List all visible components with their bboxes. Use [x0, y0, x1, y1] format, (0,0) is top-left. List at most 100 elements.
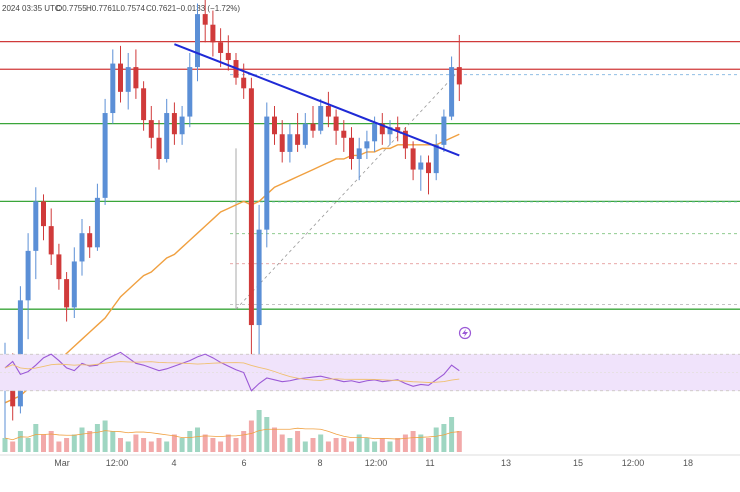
candle [171, 102, 177, 145]
candle-body [71, 261, 77, 308]
volume-bar [25, 438, 31, 452]
candle-body [349, 137, 354, 159]
candle-body [333, 116, 339, 131]
volume-bar [433, 427, 439, 452]
volume-bar [372, 441, 378, 452]
candle [456, 34, 462, 102]
candle-body [225, 52, 231, 61]
x-tick-label: 11 [425, 458, 434, 468]
candle [110, 49, 116, 124]
volume-bar [41, 434, 46, 452]
rsi-ma-line [4, 361, 460, 383]
header-change: −0.0133 (−1.72%) [176, 4, 240, 13]
volume-bar [156, 438, 162, 452]
candle-body [372, 123, 378, 142]
candle [141, 81, 147, 131]
x-tick-label: 15 [573, 458, 583, 468]
candle-body [195, 14, 200, 68]
bearish-trend-line[interactable] [174, 43, 460, 157]
x-tick-label: 8 [317, 458, 322, 468]
candle-body [379, 123, 385, 135]
volume-bar [325, 441, 331, 452]
candle-body [218, 42, 224, 53]
candle-body [279, 134, 285, 152]
candle-body [64, 279, 70, 308]
volume-bar [187, 431, 193, 452]
volume-bar [171, 434, 177, 452]
candle-body [302, 123, 308, 145]
volume-bar [456, 431, 462, 452]
candle [87, 226, 93, 258]
candle-body [118, 63, 123, 92]
volume-bar [233, 438, 239, 452]
x-tick-label: 18 [683, 458, 693, 468]
candle [387, 120, 393, 145]
volume-bar [418, 434, 424, 452]
ohlc-header: 2024 03:35 UTC O0.7755 H0.7761 L0.7574 C… [2, 4, 240, 13]
candle-body [33, 201, 39, 251]
volume-bar [395, 438, 401, 452]
candle [125, 52, 131, 110]
volume-bar [33, 424, 39, 452]
header-close: C0.7621 [146, 4, 177, 13]
candle-body [87, 233, 93, 248]
ema-line [4, 133, 460, 404]
candle-body [387, 127, 393, 135]
candle-body [318, 105, 324, 131]
volume-bar [210, 438, 216, 452]
candle-body [171, 113, 177, 135]
candle-body [287, 134, 293, 152]
volume-bar [125, 441, 131, 452]
candle [210, 10, 216, 57]
header-prefix: 2024 03:35 UTC [2, 4, 61, 13]
candle [426, 155, 431, 195]
candle-body [449, 67, 455, 117]
candle-body [248, 88, 254, 326]
volume-bar [310, 438, 316, 452]
volume-bar [241, 431, 247, 452]
candle-body [141, 88, 147, 121]
candle-body [25, 250, 31, 301]
volume-bar [379, 438, 385, 452]
volume-bar [71, 434, 77, 452]
candle-body [241, 77, 247, 89]
candle-body [94, 197, 100, 248]
volume-bar [164, 441, 170, 452]
volume-bar [179, 438, 185, 452]
candle [79, 219, 85, 276]
candle [410, 141, 416, 181]
candle [17, 286, 23, 414]
candle [179, 105, 185, 145]
volume-bar [195, 427, 200, 452]
header-high: H0.7761 [86, 4, 117, 13]
candle [56, 243, 62, 290]
x-tick-label: 4 [171, 458, 176, 468]
candle-body [102, 113, 108, 198]
candle [318, 98, 324, 135]
candle [25, 233, 31, 340]
candle-body [426, 162, 431, 174]
x-tick-label: 13 [501, 458, 511, 468]
candle-body [48, 226, 54, 255]
candle-body [433, 144, 439, 174]
candle [302, 113, 308, 149]
volume-bar [295, 431, 301, 452]
volume-bar [402, 434, 408, 452]
volume-bar [279, 434, 285, 452]
volume-bar [102, 420, 108, 452]
candle-body [56, 254, 62, 280]
candle [295, 113, 301, 152]
candle [287, 123, 293, 163]
candle [433, 134, 439, 181]
candle [349, 127, 354, 170]
volume-bar [202, 434, 208, 452]
volume-bar [17, 431, 23, 452]
candle-body [364, 141, 370, 149]
volume-bar [133, 434, 139, 452]
candle-body [310, 123, 316, 131]
volume-bar [364, 438, 370, 452]
candle-body [264, 116, 270, 230]
candle-body [418, 162, 424, 170]
volume-bar [56, 441, 62, 452]
